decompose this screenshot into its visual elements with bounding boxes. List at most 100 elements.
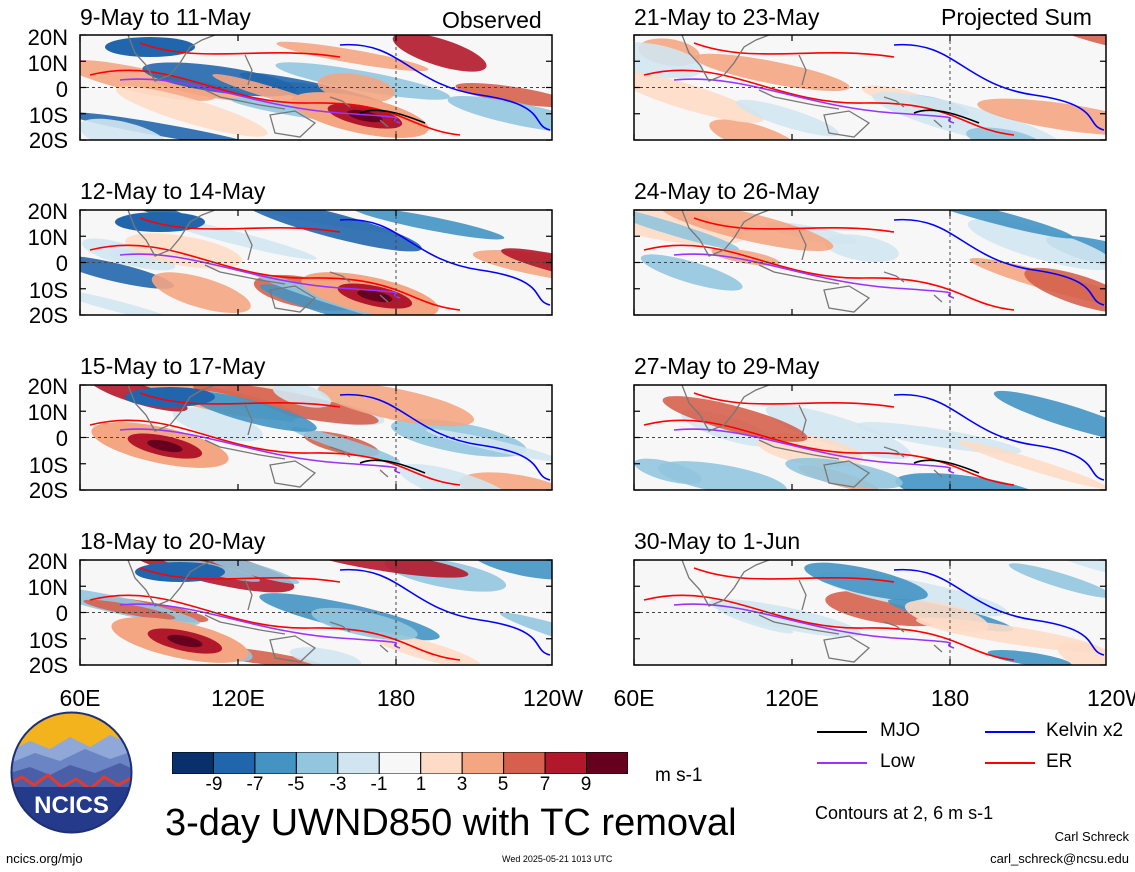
colorbar-swatch <box>295 752 339 774</box>
low-contour <box>119 603 401 649</box>
shading-region <box>711 248 780 266</box>
shading-region <box>872 92 1062 140</box>
shading-region <box>187 391 317 432</box>
shading-region <box>105 37 195 57</box>
shading-region <box>150 76 255 102</box>
shading-region <box>680 409 775 447</box>
lon-label-right-120e: 120E <box>765 685 819 711</box>
panel-frame <box>633 384 1107 491</box>
kelvin-contour <box>893 568 1105 656</box>
shading-region <box>693 53 850 92</box>
colorbar-swatch <box>586 752 628 774</box>
shading-region <box>709 119 800 140</box>
shading-region <box>80 255 174 289</box>
site-link[interactable]: ncics.org/mjo <box>6 851 83 866</box>
lat-label: 20N <box>27 25 68 50</box>
lat-label: 0 <box>55 77 68 102</box>
kelvin-contour <box>339 568 551 656</box>
coastline <box>127 560 389 663</box>
er-contour <box>693 567 895 583</box>
colorbar-swatch <box>503 752 546 774</box>
colorbar-tick-label: -9 <box>205 774 223 795</box>
map-panel <box>79 384 553 491</box>
shading-region <box>1024 267 1106 313</box>
panel-background <box>80 385 552 490</box>
shading-region <box>817 571 1008 617</box>
lat-label: 10N <box>27 225 68 250</box>
shading-region <box>80 112 258 140</box>
er-contour <box>643 69 1015 136</box>
er-contour <box>139 392 341 408</box>
shading-region <box>368 631 482 665</box>
kelvin-contour <box>893 393 1105 481</box>
contours-note: Contours at 2, 6 m s-1 <box>815 803 994 823</box>
colorbar-swatch <box>420 752 463 774</box>
legend-line-mjo <box>817 731 867 733</box>
shading-region <box>291 427 401 463</box>
kelvin-contour <box>893 43 1105 131</box>
shading-region <box>347 109 383 123</box>
colorbar-tick-label: 1 <box>415 774 427 795</box>
shading-region <box>856 422 1022 454</box>
colorbar-swatch <box>461 752 505 774</box>
er-contour <box>139 42 341 58</box>
shading-region <box>160 626 253 662</box>
shading-region <box>275 62 450 100</box>
shading-region <box>966 127 1042 140</box>
lat-label: 20S <box>28 303 68 328</box>
lon-label-left-180: 180 <box>376 685 416 711</box>
shading-region <box>276 41 429 72</box>
shading-region <box>157 560 260 582</box>
er-contour <box>643 244 1015 311</box>
shading-region <box>151 215 317 260</box>
coastline <box>127 385 389 488</box>
low-contour <box>673 428 955 474</box>
shading-region <box>301 272 439 315</box>
shading-region <box>861 85 937 109</box>
shading-region <box>501 248 552 287</box>
panel-title-8: 30-May to 1-Jun <box>634 528 801 554</box>
lat-label: 0 <box>55 601 68 626</box>
colorbar-tick-label: -7 <box>246 774 264 795</box>
kelvin-contour <box>893 218 1105 306</box>
shading-region <box>259 284 437 315</box>
shading-region <box>391 418 527 457</box>
low-contour <box>119 428 401 474</box>
panel-title-5: 21-May to 23-May <box>634 4 820 30</box>
shading-region <box>804 562 928 601</box>
low-contour <box>119 78 401 124</box>
panel-background <box>80 35 552 140</box>
er-contour <box>89 244 461 311</box>
lon-label-left-120e: 120E <box>211 685 265 711</box>
panel-background <box>80 560 552 665</box>
panel-frame <box>79 34 553 141</box>
lat-label: 20N <box>27 374 68 399</box>
panel-frame <box>633 209 1107 316</box>
lat-label: 20S <box>28 653 68 678</box>
shading-region <box>135 562 225 582</box>
author-email[interactable]: carl_schreck@ncsu.edu <box>990 851 1129 866</box>
shading-region <box>785 457 903 489</box>
colorbar-swatch <box>254 752 297 774</box>
shading-region <box>115 212 205 232</box>
shading-region <box>181 644 324 665</box>
shading-region <box>967 218 1106 271</box>
er-contour <box>643 419 1015 486</box>
panel-frame <box>79 384 553 491</box>
ncics-logo: NCICS <box>10 711 133 834</box>
low-contour <box>673 603 955 649</box>
shading-region <box>142 62 297 97</box>
shading-region <box>80 59 217 101</box>
lon-label-right-180: 180 <box>930 685 970 711</box>
coastline <box>681 210 943 313</box>
shading-region <box>303 431 380 457</box>
shading-region <box>91 422 229 468</box>
low-contour <box>673 253 955 299</box>
map-panel <box>79 209 553 316</box>
lat-label: 10N <box>27 575 68 600</box>
shading-region <box>916 617 1102 652</box>
shading-region <box>230 97 381 125</box>
lat-label: 10S <box>28 453 68 478</box>
colorbar-tick-label: -5 <box>287 774 305 795</box>
